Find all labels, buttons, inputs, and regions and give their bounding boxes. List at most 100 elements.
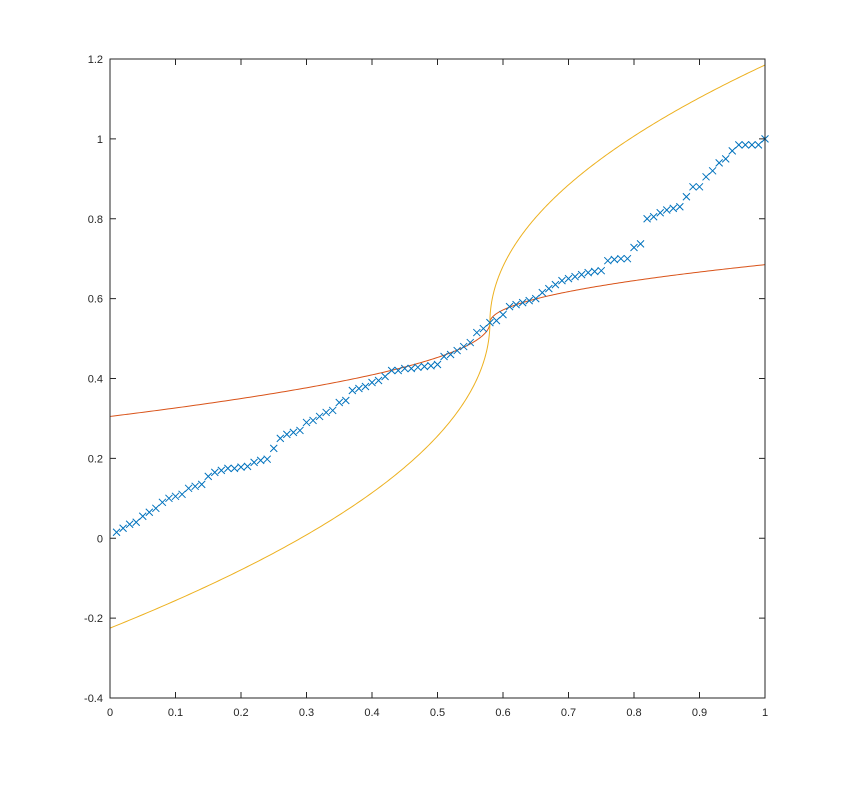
data-point-marker: [721, 154, 730, 163]
data-point-marker: [689, 182, 697, 191]
data-point-marker: [394, 366, 403, 375]
x-tick-label: 0.9: [692, 707, 707, 719]
data-point-marker: [603, 256, 612, 265]
data-point-marker: [433, 360, 442, 369]
x-tick-label: 0.5: [430, 707, 445, 719]
data-point-marker: [525, 296, 534, 305]
data-point-marker: [151, 504, 160, 513]
data-point-marker: [453, 346, 462, 355]
data-point-marker: [269, 444, 278, 453]
data-point-marker: [263, 455, 272, 464]
y-tick-label: 0: [97, 533, 103, 545]
data-point-marker: [112, 528, 121, 537]
data-point-marker: [662, 206, 671, 214]
data-point-marker: [518, 298, 527, 307]
data-point-marker: [276, 434, 285, 443]
data-point-marker: [184, 484, 193, 493]
data-point-marker: [538, 288, 547, 297]
x-tick-label: 0.4: [364, 707, 379, 719]
data-point-marker: [165, 494, 173, 503]
x-tick-label: 0: [107, 707, 113, 719]
data-point-marker: [617, 254, 625, 263]
data-point-marker: [158, 498, 167, 507]
data-point-marker: [355, 384, 363, 393]
data-point-marker: [505, 302, 514, 311]
data-point-marker: [171, 492, 180, 501]
data-point-marker: [623, 254, 632, 263]
y-tick-label: -0.2: [84, 613, 103, 625]
data-point-marker: [132, 518, 141, 527]
axes-background: [110, 59, 765, 698]
data-point-marker: [446, 350, 455, 359]
data-point-marker: [564, 274, 573, 283]
series-layer: [109, 64, 769, 629]
data-point-marker: [597, 266, 606, 275]
y-tick-label: 0.6: [88, 294, 103, 306]
x-tick-label: 1: [762, 707, 768, 719]
axes-layer: 0 0.1 0.2 0.3 0.4 0.5 0.6 0.7 0.8 0.9 1 -0.4 -0.2 0 0.…: [84, 54, 768, 719]
data-point-marker: [322, 408, 331, 417]
data-point-marker: [466, 338, 475, 347]
data-point-marker: [243, 462, 252, 471]
data-point-marker: [643, 214, 651, 223]
data-point-marker: [734, 141, 743, 149]
data-point-marker: [636, 240, 645, 248]
data-point-marker: [459, 342, 468, 351]
data-point-marker: [335, 398, 344, 407]
data-point-marker: [754, 141, 763, 149]
data-point-marker: [119, 524, 127, 533]
y-tick-label: 0.2: [88, 453, 103, 465]
data-point-marker: [217, 466, 226, 475]
data-point-marker: [309, 416, 317, 425]
data-point-marker: [702, 172, 710, 181]
y-tick-label: -0.4: [84, 693, 103, 705]
y-tick-label: 0.4: [88, 374, 103, 386]
data-point-marker: [237, 463, 245, 472]
data-point-marker: [341, 396, 350, 405]
data-point-marker: [492, 316, 501, 325]
x-tick-label: 0.6: [495, 707, 510, 719]
data-point-marker: [499, 310, 507, 319]
data-point-marker: [512, 300, 520, 309]
data-point-marker: [656, 208, 665, 217]
data-point-marker: [230, 464, 239, 473]
data-point-marker: [289, 428, 298, 437]
data-point-marker: [649, 212, 658, 221]
data-point-marker: [420, 362, 429, 371]
data-point-marker: [551, 280, 560, 289]
data-point-marker: [178, 490, 186, 499]
data-point-marker: [368, 378, 376, 387]
data-point-marker: [440, 352, 448, 361]
data-point-marker: [544, 284, 553, 293]
data-point-marker: [302, 418, 311, 427]
data-point-marker: [479, 324, 488, 333]
data-point-marker: [381, 372, 389, 381]
data-point-marker: [728, 147, 737, 155]
data-point-marker: [197, 480, 206, 489]
y-tick-label: 0.8: [88, 214, 103, 226]
data-point-marker: [741, 141, 750, 149]
data-point-marker: [472, 328, 481, 337]
data-point-marker: [204, 472, 213, 481]
data-point-marker: [296, 426, 304, 435]
x-tick-label: 0.2: [233, 707, 248, 719]
data-point-marker: [250, 458, 258, 467]
data-point-marker: [361, 382, 370, 391]
data-point-marker: [191, 482, 200, 491]
data-point-marker: [715, 158, 724, 167]
data-point-marker: [256, 456, 265, 465]
data-point-marker: [486, 318, 494, 327]
data-point-marker: [374, 376, 383, 385]
data-point-marker: [695, 182, 704, 191]
data-point-marker: [708, 166, 717, 175]
data-point-marker: [427, 361, 435, 370]
data-point-marker: [531, 294, 540, 303]
y-tick-label: 1: [97, 134, 103, 146]
data-point-marker: [577, 270, 586, 279]
x-tick-label: 0.7: [561, 707, 576, 719]
data-point-marker: [387, 366, 396, 375]
x-tick-label: 0.8: [626, 707, 641, 719]
data-point-marker: [315, 412, 324, 421]
